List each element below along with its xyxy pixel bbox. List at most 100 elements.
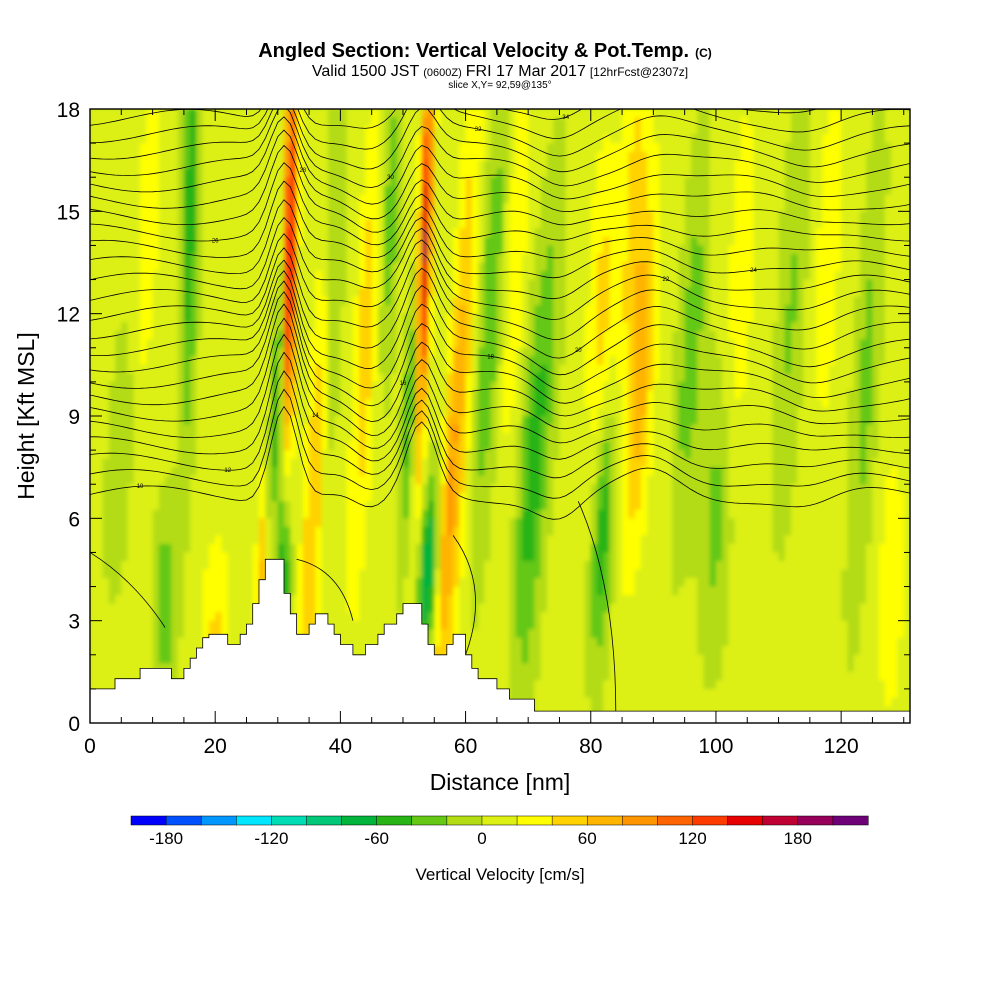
isentrope-line: [452, 535, 476, 655]
colorbar-swatch: [692, 815, 729, 826]
colorbar-tick-label: -120: [254, 829, 288, 848]
y-tick-labels: 0 3 6 9 12 15 18: [57, 99, 80, 736]
colorbar-swatch: [271, 815, 308, 826]
colorbar-tick-label: 120: [678, 829, 706, 848]
isentrope-line: [90, 109, 910, 139]
contour-labels: 10 12 14 16 18 20 22 24 26 28 30 32 34: [137, 115, 758, 490]
isentrope-label: 26: [212, 239, 219, 245]
isentrope-label: 32: [475, 127, 482, 133]
isentrope-label: 18: [487, 354, 494, 360]
plot-area: 10 12 14 16 18 20 22 24 26 28 30 32 34: [90, 109, 910, 723]
x-tick-label: 80: [579, 735, 602, 758]
y-tick-label: 18: [57, 99, 80, 122]
isentrope-label: 30: [387, 175, 394, 181]
terrain: [90, 558, 910, 723]
isentrope-line: [90, 280, 910, 390]
colorbar-swatch: [551, 815, 588, 826]
slice-label: slice X,Y= 92,59@135°: [448, 80, 551, 91]
isentrope-line: [90, 552, 166, 628]
chart-subtitle: Valid 1500 JST (0600Z) FRI 17 Mar 2017 [12h…: [312, 63, 688, 80]
axis-ticks: [89, 108, 910, 724]
isentrope-line: [90, 116, 910, 205]
colorbar-swatch: [236, 815, 272, 826]
isentrope-line: [90, 303, 910, 423]
isentrope-line: [90, 247, 910, 340]
colorbar-swatch: [376, 815, 413, 826]
isentrope-line: [90, 270, 910, 376]
isentrope-line: [90, 233, 910, 321]
y-tick-label: 3: [68, 611, 80, 634]
colorbar-swatch: [797, 815, 834, 826]
colorbar-tick-label: -180: [149, 829, 183, 848]
y-tick-label: 6: [68, 508, 80, 531]
isentrope-line: [90, 370, 910, 479]
colorbar-tick-label: 180: [784, 829, 812, 848]
isentrope-line: [499, 109, 818, 120]
isentrope-label: 16: [400, 381, 407, 387]
colorbar-swatch: [481, 815, 518, 826]
potential-temperature-contours: [90, 109, 910, 713]
x-axis-label: Distance [nm]: [430, 769, 571, 795]
colorbar-swatch: [586, 815, 623, 826]
colorbar-swatch: [832, 815, 869, 826]
isentrope-line: [90, 333, 910, 449]
isentrope-line: [577, 501, 617, 713]
colorbar-swatch: [200, 815, 237, 826]
colorbar-swatch: [130, 815, 167, 826]
isentrope-line: [90, 109, 910, 157]
isentrope-label: 28: [299, 168, 306, 174]
isentrope-label: 14: [312, 413, 319, 419]
y-tick-label: 15: [57, 201, 80, 224]
colorbar-tick-label: 0: [477, 829, 486, 848]
isentrope-label: 10: [137, 484, 144, 490]
colorbar-swatch: [727, 815, 764, 826]
isentrope-label: 20: [575, 348, 582, 354]
colorbar-tick-labels: -180 -120 -60 0 60 120 180: [149, 829, 812, 848]
isentrope-line: [90, 144, 910, 233]
isentrope-label: 24: [750, 268, 757, 274]
isentrope-line: [90, 388, 910, 499]
colorbar-tick-label: 60: [578, 829, 597, 848]
colorbar-swatch: [165, 815, 202, 826]
colorbar-swatch: [622, 815, 658, 826]
colorbar-tick-label: -60: [364, 829, 389, 848]
colorbar-swatch: [762, 815, 799, 826]
colorbar-swatch: [657, 815, 694, 826]
isentrope-line: [90, 109, 910, 173]
x-tick-label: 20: [204, 735, 227, 758]
isentrope-line: [90, 109, 910, 188]
colorbar-swatch: [341, 815, 378, 826]
isentrope-line: [90, 351, 910, 462]
isentrope-label: 34: [562, 115, 569, 121]
isentrope-line: [90, 180, 910, 259]
colorbar-swatch: [446, 815, 483, 826]
x-tick-label: 0: [84, 735, 96, 758]
y-axis-label: Height [Kft MSL]: [13, 332, 39, 499]
colorbar-label: Vertical Velocity [cm/s]: [415, 865, 584, 884]
isentrope-label: 22: [663, 277, 670, 283]
isentrope-line: [90, 317, 910, 436]
isentrope-line: [90, 216, 910, 300]
y-tick-label: 9: [68, 406, 80, 429]
y-tick-label: 12: [57, 304, 80, 327]
x-tick-label: 40: [329, 735, 352, 758]
y-tick-label: 0: [68, 713, 80, 736]
chart-title: Angled Section: Vertical Velocity & Pot.…: [258, 40, 712, 62]
isentrope-line: [90, 162, 910, 246]
isentrope-line: [90, 405, 910, 520]
isentrope-label: 12: [224, 468, 231, 474]
isentrope-line: [296, 558, 354, 621]
colorbar-swatch: [516, 815, 553, 826]
colorbar-swatch: [411, 815, 448, 826]
colorbar: [130, 815, 869, 826]
x-tick-label: 60: [454, 735, 477, 758]
x-tick-labels: 0 20 40 60 80 100 120: [84, 735, 859, 758]
x-tick-label: 100: [698, 735, 733, 758]
x-tick-label: 120: [824, 735, 859, 758]
isentrope-line: [90, 259, 910, 359]
isentrope-line: [90, 199, 910, 279]
isentrope-line: [90, 291, 910, 407]
colorbar-swatch: [306, 815, 343, 826]
isentrope-line: [90, 129, 910, 220]
